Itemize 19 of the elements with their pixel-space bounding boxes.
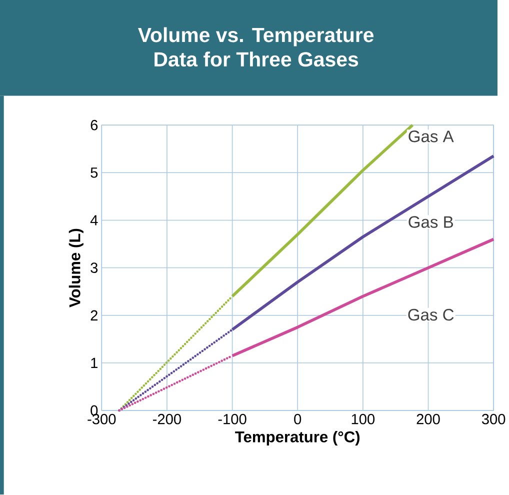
x-tick-label: 200 xyxy=(416,414,440,424)
series-label: Gas B xyxy=(408,216,453,228)
series-label: Gas A xyxy=(408,130,454,143)
chart-title: Volume vs. Temperature Data for Three Gases xyxy=(138,27,374,67)
x-tick-label: 300 xyxy=(482,414,506,424)
x-axis-title: Temperature (°C) xyxy=(235,431,360,446)
y-tick-label: 5 xyxy=(90,168,98,178)
y-tick-label: 1 xyxy=(91,358,98,368)
x-tick-label: 0 xyxy=(294,414,302,424)
x-tick-label: -300 xyxy=(88,414,116,424)
y-tick-label: 4 xyxy=(90,215,98,226)
x-tick-label: -100 xyxy=(218,414,246,424)
y-tick-label: 6 xyxy=(90,120,98,130)
y-tick-label: 3 xyxy=(90,262,98,274)
series-label: Gas C xyxy=(408,309,454,321)
y-axis-title: Volume (L) xyxy=(68,229,84,308)
x-tick-label: 100 xyxy=(352,414,375,424)
y-tick-label: 2 xyxy=(90,310,98,321)
x-tick-label: -200 xyxy=(152,414,181,424)
